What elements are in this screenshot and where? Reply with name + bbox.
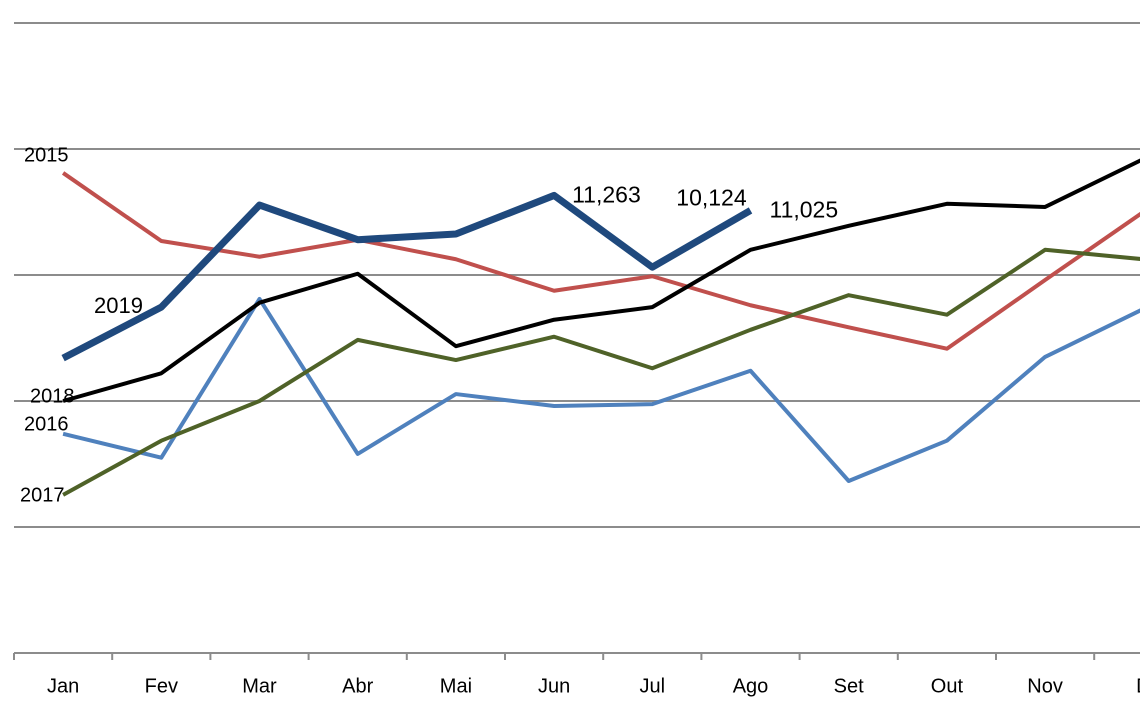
series-label: 2016: [24, 413, 69, 435]
x-tick-label: Out: [931, 675, 964, 697]
series-line: [62, 158, 1140, 403]
series-label: 2015: [24, 144, 69, 166]
x-tick-label: Jun: [538, 675, 570, 697]
x-tick-label: Fev: [145, 675, 178, 697]
data-label: 11,263: [572, 182, 641, 208]
x-tick-label: Ago: [733, 675, 769, 697]
series-line: [62, 247, 1140, 497]
x-tick-label: Mar: [242, 675, 277, 697]
x-tick-label: Set: [834, 675, 864, 697]
x-tick-label: D: [1136, 675, 1140, 697]
x-tick-label: Abr: [342, 675, 373, 697]
x-tick-label: Mai: [440, 675, 472, 697]
series-line: [61, 171, 1140, 351]
series-line: [62, 296, 1140, 484]
x-tick-label: Jul: [640, 675, 666, 697]
series-line: [61, 191, 753, 362]
series-label: 2018: [30, 385, 75, 407]
x-tick-label: Jan: [47, 675, 79, 697]
data-label: 10,124: [676, 184, 747, 210]
data-label: 11,025: [770, 197, 839, 223]
series-label: 2019: [94, 293, 143, 318]
x-tick-label: Nov: [1027, 675, 1063, 697]
series-label: 2017: [20, 484, 65, 506]
